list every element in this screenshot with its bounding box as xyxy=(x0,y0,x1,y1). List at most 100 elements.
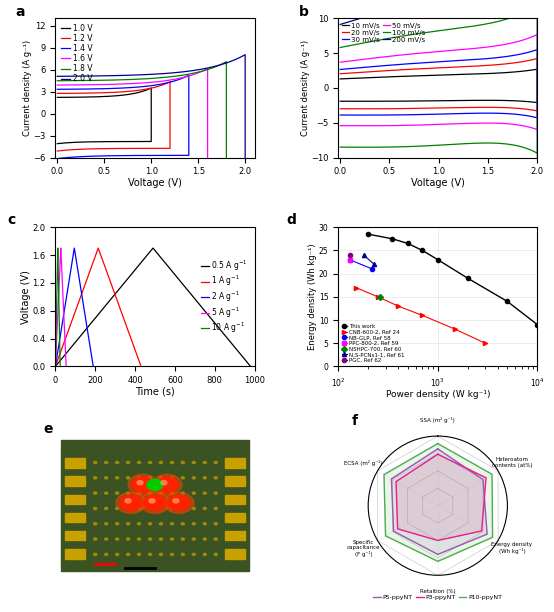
0.5 A g$^{-1}$ xyxy=(247,363,254,370)
Bar xyxy=(225,549,245,559)
Circle shape xyxy=(105,538,108,540)
P3-ppyNT xyxy=(394,525,401,532)
1.4 V xyxy=(54,155,60,162)
Circle shape xyxy=(116,507,119,510)
Circle shape xyxy=(160,523,162,525)
Text: f: f xyxy=(351,414,357,428)
30 mV/s xyxy=(459,110,466,117)
30 mV/s xyxy=(534,46,541,53)
1.2 V xyxy=(54,147,60,155)
5 A g$^{-1}$ xyxy=(55,302,61,309)
Line: NB-GLP, Ref 58: NB-GLP, Ref 58 xyxy=(347,258,375,271)
Circle shape xyxy=(160,538,162,540)
Circle shape xyxy=(181,477,184,479)
Circle shape xyxy=(126,553,130,556)
CNB-600-2, Ref 24 xyxy=(482,340,489,347)
2.0 V xyxy=(242,51,249,58)
1 A g$^{-1}$ xyxy=(95,244,101,252)
Circle shape xyxy=(170,507,173,510)
Circle shape xyxy=(116,461,119,464)
Text: e: e xyxy=(43,422,53,436)
Circle shape xyxy=(161,480,167,485)
Circle shape xyxy=(156,477,178,493)
2 A g$^{-1}$ xyxy=(90,363,96,370)
Line: CNB-600-2, Ref 24: CNB-600-2, Ref 24 xyxy=(353,285,488,345)
P3-ppyNT xyxy=(483,474,489,482)
10 A g$^{-1}$ xyxy=(53,302,60,309)
1.6 V xyxy=(190,71,197,78)
Bar xyxy=(225,513,245,523)
Circle shape xyxy=(192,492,196,494)
1.2 V xyxy=(156,83,163,90)
100 mV/s xyxy=(515,11,522,18)
Bar xyxy=(225,531,245,540)
Circle shape xyxy=(94,477,97,479)
Circle shape xyxy=(126,461,130,464)
1.4 V xyxy=(173,76,179,84)
P10-ppyNT xyxy=(434,558,441,565)
Circle shape xyxy=(203,538,207,540)
1.8 V xyxy=(159,166,166,174)
Circle shape xyxy=(126,492,130,494)
1.0 V xyxy=(112,138,119,145)
1.4 V xyxy=(54,86,60,93)
Circle shape xyxy=(170,492,173,494)
Circle shape xyxy=(181,553,184,556)
Circle shape xyxy=(126,477,130,479)
Line: 2.0 V: 2.0 V xyxy=(57,54,245,182)
Text: b: b xyxy=(299,4,308,18)
10 A g$^{-1}$ xyxy=(54,244,61,252)
1.2 V xyxy=(54,90,60,97)
100 mV/s xyxy=(337,44,343,51)
1.6 V xyxy=(201,159,207,166)
10 mV/s xyxy=(534,65,541,73)
30 mV/s xyxy=(534,114,541,122)
1.0 V xyxy=(54,140,60,147)
10 A g$^{-1}$ xyxy=(54,255,61,263)
1 A g$^{-1}$ xyxy=(91,255,98,263)
5 A g$^{-1}$ xyxy=(54,321,60,328)
Circle shape xyxy=(203,523,207,525)
N,S-PCNs1-1, Ref 61 xyxy=(360,252,367,259)
1.2 V xyxy=(58,90,65,97)
1.8 V xyxy=(219,166,225,174)
20 mV/s xyxy=(459,104,466,111)
1.6 V xyxy=(204,65,211,72)
Circle shape xyxy=(203,492,207,494)
1.8 V xyxy=(223,58,230,65)
2 A g$^{-1}$ xyxy=(69,255,76,263)
Circle shape xyxy=(149,499,155,503)
Line: 1.8 V: 1.8 V xyxy=(57,62,227,174)
Circle shape xyxy=(126,538,130,540)
P5-ppyNT xyxy=(434,445,441,452)
Bar xyxy=(65,513,85,523)
P5-ppyNT xyxy=(480,476,486,483)
Circle shape xyxy=(105,553,108,556)
Line: 1.4 V: 1.4 V xyxy=(57,75,189,159)
Circle shape xyxy=(116,538,119,540)
100 mV/s xyxy=(529,147,536,154)
Line: 50 mV/s: 50 mV/s xyxy=(340,34,537,130)
P5-ppyNT xyxy=(434,445,441,452)
Bar xyxy=(65,531,85,540)
1.2 V xyxy=(167,78,173,86)
1.4 V xyxy=(59,86,65,93)
Circle shape xyxy=(105,492,108,494)
Circle shape xyxy=(94,553,97,556)
This work xyxy=(404,240,411,247)
0.5 A g$^{-1}$ xyxy=(141,255,147,263)
100 mV/s xyxy=(534,149,541,157)
2.0 V xyxy=(78,177,85,184)
2 A g$^{-1}$ xyxy=(81,305,88,312)
Circle shape xyxy=(105,523,108,525)
1.2 V xyxy=(124,144,131,152)
20 mV/s xyxy=(344,70,351,77)
Circle shape xyxy=(181,492,184,494)
Circle shape xyxy=(94,538,97,540)
Circle shape xyxy=(105,477,108,479)
P10-ppyNT xyxy=(434,440,441,447)
Text: a: a xyxy=(16,4,25,18)
CNB-600-2, Ref 24 xyxy=(352,284,359,291)
Line: 1.0 V: 1.0 V xyxy=(57,88,151,144)
20 mV/s xyxy=(362,105,368,113)
